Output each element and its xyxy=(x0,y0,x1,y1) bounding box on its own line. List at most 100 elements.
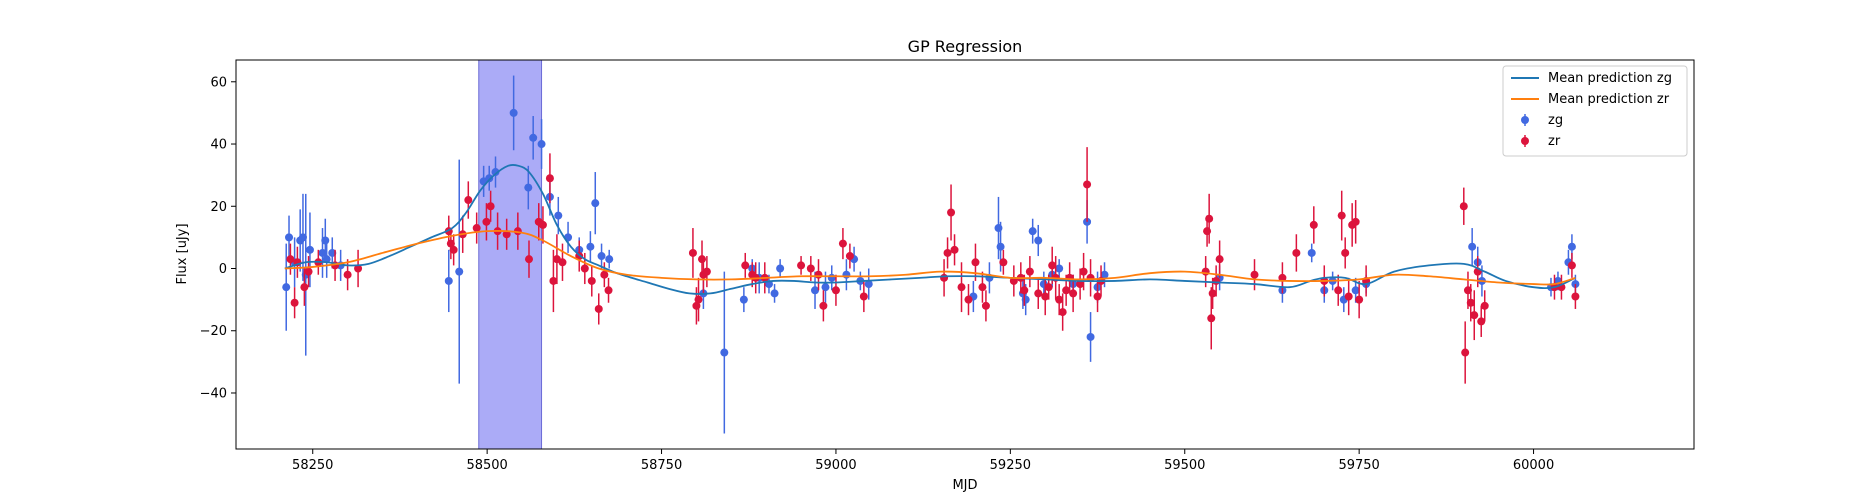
marker-zr xyxy=(860,293,868,301)
marker-zr xyxy=(473,224,481,232)
marker-zg xyxy=(740,296,748,304)
marker-zr xyxy=(1034,289,1042,297)
marker-zg xyxy=(842,271,850,279)
x-tick-label: 58750 xyxy=(641,458,682,473)
marker-zg xyxy=(591,199,599,207)
legend-label-zg-points: zg xyxy=(1548,113,1563,128)
marker-zr xyxy=(525,255,533,263)
marker-zr xyxy=(1481,302,1489,310)
plot-background xyxy=(236,60,1694,449)
y-tick-label: 0 xyxy=(219,262,227,277)
marker-zr xyxy=(815,271,823,279)
marker-zr xyxy=(940,274,948,282)
marker-zg xyxy=(776,265,784,273)
marker-zr xyxy=(1080,268,1088,276)
marker-zr xyxy=(741,261,749,269)
marker-zg xyxy=(1029,227,1037,235)
y-tick-label: −40 xyxy=(200,386,227,401)
marker-zr xyxy=(539,221,547,229)
highlight-region xyxy=(479,60,542,449)
marker-zg xyxy=(605,255,613,263)
marker-zr xyxy=(558,258,566,266)
marker-zr xyxy=(1026,268,1034,276)
marker-zr xyxy=(1345,293,1353,301)
marker-zr xyxy=(1202,268,1210,276)
marker-zg xyxy=(1087,333,1095,341)
x-axis-label: MJD xyxy=(952,478,977,493)
x-tick-label: 58250 xyxy=(292,458,333,473)
marker-zr xyxy=(982,302,990,310)
marker-zr xyxy=(958,283,966,291)
marker-zr xyxy=(600,271,608,279)
marker-zr xyxy=(1352,218,1360,226)
marker-zr xyxy=(1341,249,1349,257)
legend-label-zr-points: zr xyxy=(1548,134,1561,149)
marker-zg xyxy=(771,289,779,297)
legend: Mean prediction zg Mean prediction zr zg… xyxy=(1503,66,1687,156)
marker-zr xyxy=(947,208,955,216)
marker-zr xyxy=(1251,271,1259,279)
marker-zr xyxy=(1045,283,1053,291)
marker-zr xyxy=(703,268,711,276)
marker-zg xyxy=(1568,243,1576,251)
marker-zg xyxy=(1468,243,1476,251)
y-tick-label: 60 xyxy=(210,75,227,90)
marker-zr xyxy=(1470,311,1478,319)
marker-zr xyxy=(1205,215,1213,223)
legend-label-zg-line: Mean prediction zg xyxy=(1548,71,1672,86)
marker-zr xyxy=(1020,286,1028,294)
x-tick-label: 59000 xyxy=(815,458,856,473)
marker-zr xyxy=(807,265,815,273)
marker-zr xyxy=(1338,212,1346,220)
marker-zr xyxy=(832,286,840,294)
y-tick-label: 40 xyxy=(210,138,227,153)
marker-zg xyxy=(821,283,829,291)
marker-zg xyxy=(538,140,546,148)
x-tick-label: 60000 xyxy=(1513,458,1554,473)
marker-zr xyxy=(1461,349,1469,357)
x-tick-label: 58500 xyxy=(466,458,507,473)
marker-zr xyxy=(1310,221,1318,229)
marker-zr xyxy=(839,240,847,248)
marker-zg xyxy=(720,349,728,357)
marker-zg xyxy=(997,243,1005,251)
marker-zr xyxy=(951,246,959,254)
marker-zg xyxy=(554,212,562,220)
marker-zr xyxy=(819,302,827,310)
marker-zr xyxy=(546,174,554,182)
marker-zg xyxy=(510,109,518,117)
legend-label-zr-line: Mean prediction zr xyxy=(1548,92,1670,107)
marker-zr xyxy=(971,258,979,266)
marker-zr xyxy=(450,246,458,254)
marker-zg xyxy=(586,243,594,251)
marker-zr xyxy=(286,255,294,263)
marker-zg xyxy=(524,184,532,192)
marker-zr xyxy=(846,252,854,260)
y-tick-label: −20 xyxy=(200,324,227,339)
marker-zr xyxy=(1083,180,1091,188)
marker-zr xyxy=(1571,293,1579,301)
marker-zg xyxy=(598,252,606,260)
marker-zg xyxy=(285,233,293,241)
marker-zg xyxy=(1034,236,1042,244)
marker-zr xyxy=(695,296,703,304)
marker-zr xyxy=(1334,286,1342,294)
marker-zr xyxy=(300,283,308,291)
marker-zr xyxy=(605,286,613,294)
marker-zr xyxy=(305,268,313,276)
marker-zr xyxy=(1292,249,1300,257)
marker-zr xyxy=(1216,255,1224,263)
marker-zr xyxy=(1355,296,1363,304)
marker-zr xyxy=(291,299,299,307)
marker-zr xyxy=(1460,202,1468,210)
marker-zr xyxy=(482,218,490,226)
marker-zr xyxy=(698,255,706,263)
marker-zg xyxy=(529,134,537,142)
marker-zr xyxy=(344,271,352,279)
marker-zr xyxy=(1059,308,1067,316)
marker-zg xyxy=(1308,249,1316,257)
marker-zr xyxy=(595,305,603,313)
marker-zr xyxy=(999,258,1007,266)
marker-zr xyxy=(689,249,697,257)
